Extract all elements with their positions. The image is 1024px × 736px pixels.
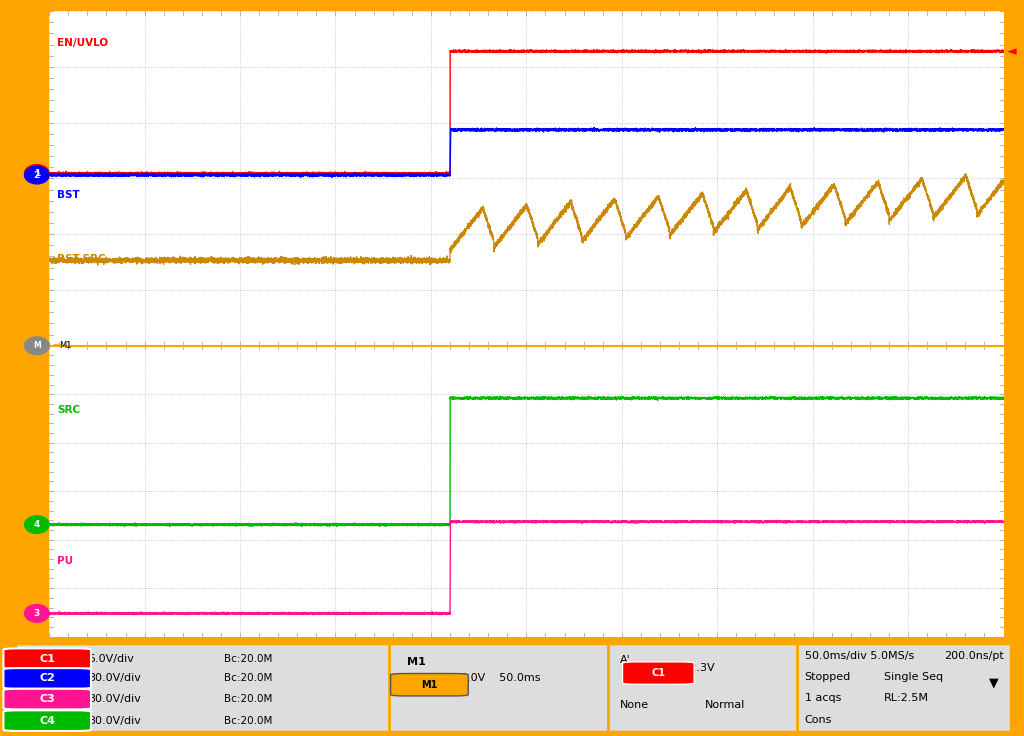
Text: Bᴄ:20.0M: Bᴄ:20.0M [224, 694, 272, 704]
Text: M1: M1 [421, 680, 437, 690]
Text: RL:2.5M: RL:2.5M [885, 693, 930, 703]
Text: Bᴄ:20.0M: Bᴄ:20.0M [224, 654, 272, 664]
Text: →: → [52, 341, 60, 351]
Text: BST-SRC: BST-SRC [56, 254, 105, 264]
Text: Bᴄ:20.0M: Bᴄ:20.0M [224, 673, 272, 684]
Text: C4: C4 [39, 715, 55, 726]
Text: PU: PU [56, 556, 73, 566]
Text: Normal: Normal [706, 701, 745, 710]
Text: 5.0V/div: 5.0V/div [88, 654, 134, 664]
Text: →: → [52, 170, 60, 180]
Text: Stopped: Stopped [805, 672, 851, 682]
Text: ▼: ▼ [989, 676, 998, 690]
Text: A': A' [620, 656, 631, 665]
Text: 2: 2 [34, 171, 40, 180]
Text: →: → [52, 520, 60, 530]
Text: 50.0ms/div 5.0MS/s: 50.0ms/div 5.0MS/s [805, 651, 913, 661]
Text: 4: 4 [34, 520, 40, 529]
Text: M: M [33, 342, 41, 350]
Text: ▼: ▼ [444, 0, 456, 10]
Text: 5.0V    50.0ms: 5.0V 50.0ms [460, 673, 541, 684]
Text: M1: M1 [407, 657, 425, 668]
Text: 1: 1 [34, 169, 40, 178]
Text: 1 acqs: 1 acqs [805, 693, 841, 703]
FancyBboxPatch shape [623, 662, 694, 684]
FancyBboxPatch shape [3, 710, 91, 731]
FancyBboxPatch shape [3, 689, 91, 710]
Text: →: → [52, 169, 60, 178]
FancyBboxPatch shape [3, 668, 91, 689]
Text: SRC: SRC [56, 405, 80, 414]
Text: 30.0V/div: 30.0V/div [88, 694, 141, 704]
Text: 200.0ns/pt: 200.0ns/pt [944, 651, 1004, 661]
Text: Cons: Cons [805, 715, 833, 725]
Text: Bᴄ:20.0M: Bᴄ:20.0M [224, 715, 272, 726]
FancyBboxPatch shape [390, 673, 468, 696]
FancyBboxPatch shape [3, 648, 91, 669]
Text: Single Seq: Single Seq [885, 672, 943, 682]
Text: 3: 3 [34, 609, 40, 618]
Text: →: → [52, 609, 60, 618]
Text: M1: M1 [59, 342, 72, 350]
Text: C2: C2 [39, 673, 55, 684]
Text: None: None [620, 701, 648, 710]
Text: C1: C1 [651, 668, 666, 678]
Text: C3: C3 [39, 694, 55, 704]
Text: BST: BST [56, 191, 80, 200]
Text: 30.0V/div: 30.0V/div [88, 673, 141, 684]
Text: 30.0V/div: 30.0V/div [88, 715, 141, 726]
Text: C1: C1 [39, 654, 55, 664]
Text: ◄: ◄ [1007, 45, 1016, 57]
Text: / 2.3V: / 2.3V [682, 662, 715, 673]
Text: EN/UVLO: EN/UVLO [56, 38, 108, 48]
